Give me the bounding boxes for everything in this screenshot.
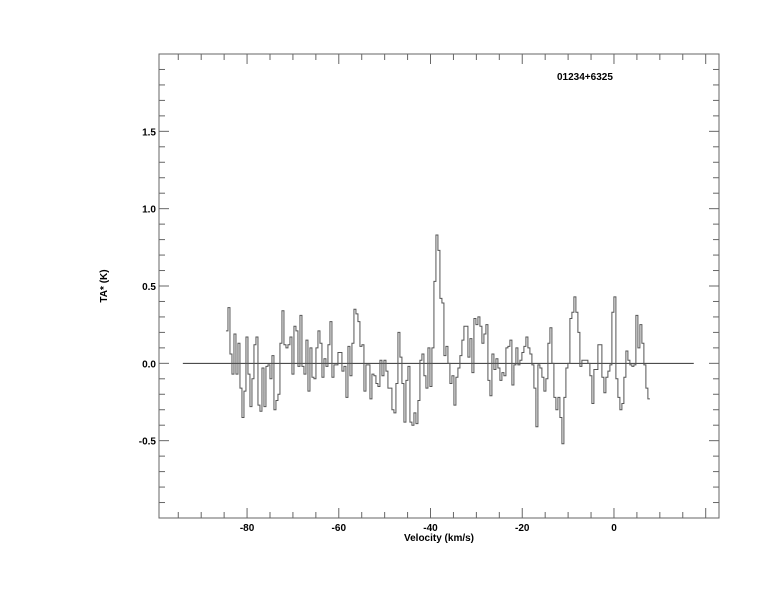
chart-title: 01234+6325 [557, 72, 613, 83]
spectrum-line [225, 234, 650, 445]
y-axis-label: TA* (K) [99, 269, 110, 302]
y-tick-label: 1.5 [142, 127, 156, 138]
y-tick-label: 0.5 [142, 282, 156, 293]
x-tick-label: -60 [332, 523, 347, 534]
x-tick-label: -20 [515, 523, 530, 534]
y-tick-label: 0.0 [142, 359, 156, 370]
y-tick-label: -0.5 [139, 437, 157, 448]
x-tick-label: -40 [423, 523, 438, 534]
tick-labels: -80 -60 -40 -20 0 -0.5 0.0 0.5 1.0 1.5 [139, 127, 617, 534]
x-tick-label: -80 [240, 523, 255, 534]
x-tick-label: 0 [611, 523, 617, 534]
y-tick-label: 1.0 [142, 205, 156, 216]
x-axis-label: Velocity (km/s) [404, 533, 474, 544]
axis-ticks [159, 53, 719, 519]
plot-frame [158, 53, 720, 519]
